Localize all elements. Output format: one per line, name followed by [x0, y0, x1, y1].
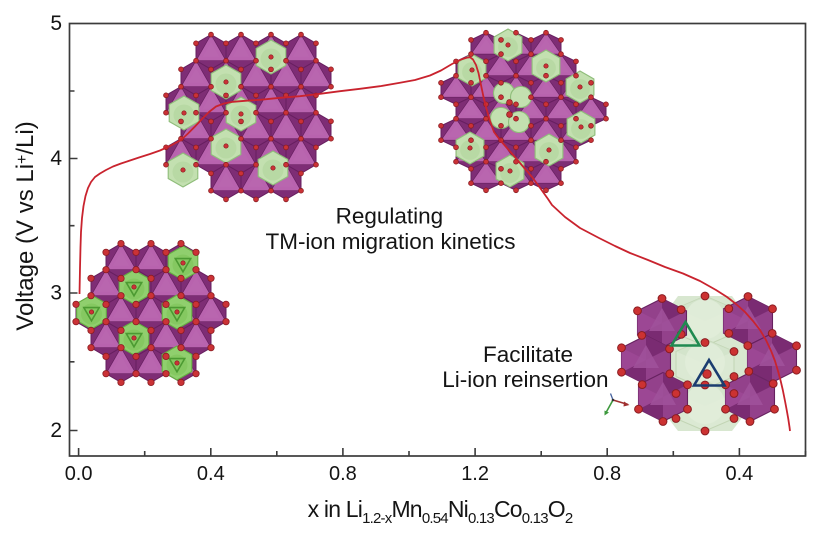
- svg-text:0.0: 0.0: [65, 463, 93, 485]
- svg-text:0.4: 0.4: [725, 463, 753, 485]
- svg-text:Regulating: Regulating: [336, 204, 444, 229]
- svg-text:1.2: 1.2: [461, 463, 489, 485]
- svg-text:Voltage (V vs Li+/Li): Voltage (V vs Li+/Li): [12, 121, 39, 330]
- svg-text:0.4: 0.4: [197, 463, 225, 485]
- svg-text:Facilitate: Facilitate: [483, 342, 573, 367]
- svg-text:2: 2: [50, 419, 62, 442]
- svg-text:3: 3: [50, 281, 62, 304]
- svg-text:Li-ion reinsertion: Li-ion reinsertion: [442, 367, 608, 392]
- svg-text:0.8: 0.8: [329, 463, 357, 485]
- svg-text:TM-ion migration kinetics: TM-ion migration kinetics: [265, 229, 515, 254]
- svg-text:0.8: 0.8: [593, 463, 621, 485]
- svg-text:4: 4: [50, 147, 62, 170]
- svg-text:5: 5: [50, 12, 62, 35]
